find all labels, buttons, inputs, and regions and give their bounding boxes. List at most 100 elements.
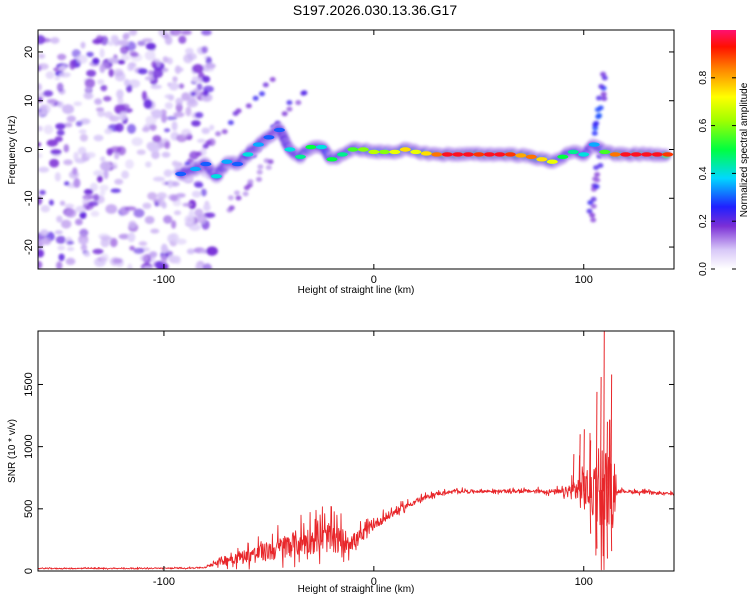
noise-blob xyxy=(168,82,179,91)
spectrogram-x-axis-label: Height of straight line (km) xyxy=(298,285,415,296)
streak-blob xyxy=(586,208,593,214)
noise-blob xyxy=(181,128,192,137)
noise-blob xyxy=(127,123,136,134)
spectrogram-y-tick-label: 10 xyxy=(23,95,35,107)
noise-blob xyxy=(151,60,157,68)
noise-blob xyxy=(145,42,156,51)
noise-blob xyxy=(201,75,211,83)
noise-blob xyxy=(54,230,63,235)
noise-blob xyxy=(191,76,199,83)
noise-blob xyxy=(71,49,81,58)
noise-blob xyxy=(112,258,123,264)
noise-blob xyxy=(92,57,100,65)
snr-y-tick-label: 1000 xyxy=(23,434,35,458)
streak-blob xyxy=(592,122,599,128)
spectrogram-x-tick-label: 100 xyxy=(575,274,593,286)
noise-blob xyxy=(142,202,152,209)
noise-blob xyxy=(73,178,81,188)
noise-blob xyxy=(63,159,73,166)
noise-blob xyxy=(93,170,104,177)
noise-blob xyxy=(107,41,115,46)
ridge-point xyxy=(263,135,275,140)
ridge-point xyxy=(620,152,632,157)
snr-peak xyxy=(583,429,585,492)
ridge-point xyxy=(441,152,453,157)
noise-blob xyxy=(64,208,77,218)
snr-peak xyxy=(589,440,592,492)
streak-blob xyxy=(235,195,242,201)
streak-blob xyxy=(596,95,602,101)
noise-blob xyxy=(205,63,216,69)
snr-dip xyxy=(602,491,604,557)
noise-blob xyxy=(185,47,194,55)
noise-blob xyxy=(38,196,43,205)
noise-blob xyxy=(46,139,58,147)
ridge-point xyxy=(546,159,558,164)
noise-blob xyxy=(38,125,43,132)
noise-blob xyxy=(104,128,113,135)
noise-blob xyxy=(117,39,129,46)
noise-blob xyxy=(38,83,42,92)
noise-blob xyxy=(78,129,87,134)
streak-blob xyxy=(252,95,259,101)
noise-blob xyxy=(190,91,196,97)
side-streak xyxy=(586,153,604,223)
noise-blob xyxy=(175,102,183,113)
noise-blob xyxy=(114,152,120,160)
noise-blob xyxy=(121,170,129,179)
noise-blob xyxy=(54,76,61,81)
noise-blob xyxy=(38,239,44,250)
spectrogram-y-axis-label: Frequency (Hz) xyxy=(7,116,18,185)
streak-blob xyxy=(187,158,194,163)
ridge-point xyxy=(389,149,401,155)
snr-x-tick-label: 0 xyxy=(371,576,377,588)
noise-blob xyxy=(103,169,109,180)
streak-blob xyxy=(267,159,274,165)
noise-blob xyxy=(126,84,133,93)
spectrogram-x-tick-label: 0 xyxy=(371,274,377,286)
noise-blob xyxy=(79,134,88,142)
noise-blob xyxy=(168,255,180,263)
noise-blob xyxy=(54,172,61,182)
noise-blob xyxy=(120,54,130,61)
noise-blob xyxy=(164,128,171,133)
noise-region xyxy=(38,30,218,269)
noise-blob xyxy=(146,141,158,151)
noise-blob xyxy=(59,200,66,206)
snr-y-tick-label: 1500 xyxy=(23,372,35,396)
ridge-point xyxy=(630,152,642,157)
noise-blob xyxy=(203,85,214,93)
noise-blob xyxy=(173,111,185,118)
streak-blob xyxy=(195,151,202,157)
noise-blob xyxy=(167,179,173,189)
noise-blob xyxy=(75,120,83,127)
noise-blob xyxy=(164,102,173,110)
noise-blob xyxy=(117,59,126,65)
ridge-point xyxy=(189,166,201,172)
colorbar-tick-label: 0.8 xyxy=(698,70,709,84)
ridge-point xyxy=(410,149,422,155)
ridge-point xyxy=(578,152,590,157)
noise-blob xyxy=(137,40,146,46)
streak-blob xyxy=(281,111,288,117)
noise-blob xyxy=(48,199,54,206)
snr-y-tick-label: 500 xyxy=(23,500,35,518)
noise-blob xyxy=(180,30,192,35)
noise-blob xyxy=(56,215,63,223)
noise-blob xyxy=(150,228,160,234)
noise-blob xyxy=(93,134,104,142)
snr-peak xyxy=(595,391,598,492)
ridge-point xyxy=(609,152,621,157)
snr-peak xyxy=(606,421,608,492)
noise-blob xyxy=(116,89,124,99)
spectrogram-y-tick-label: -10 xyxy=(23,190,35,206)
streak-blob xyxy=(597,163,604,168)
streak-blob xyxy=(245,103,252,109)
noise-blob xyxy=(97,109,105,118)
snr-frame xyxy=(37,330,675,572)
noise-blob xyxy=(117,97,124,105)
noise-blob xyxy=(83,92,93,100)
